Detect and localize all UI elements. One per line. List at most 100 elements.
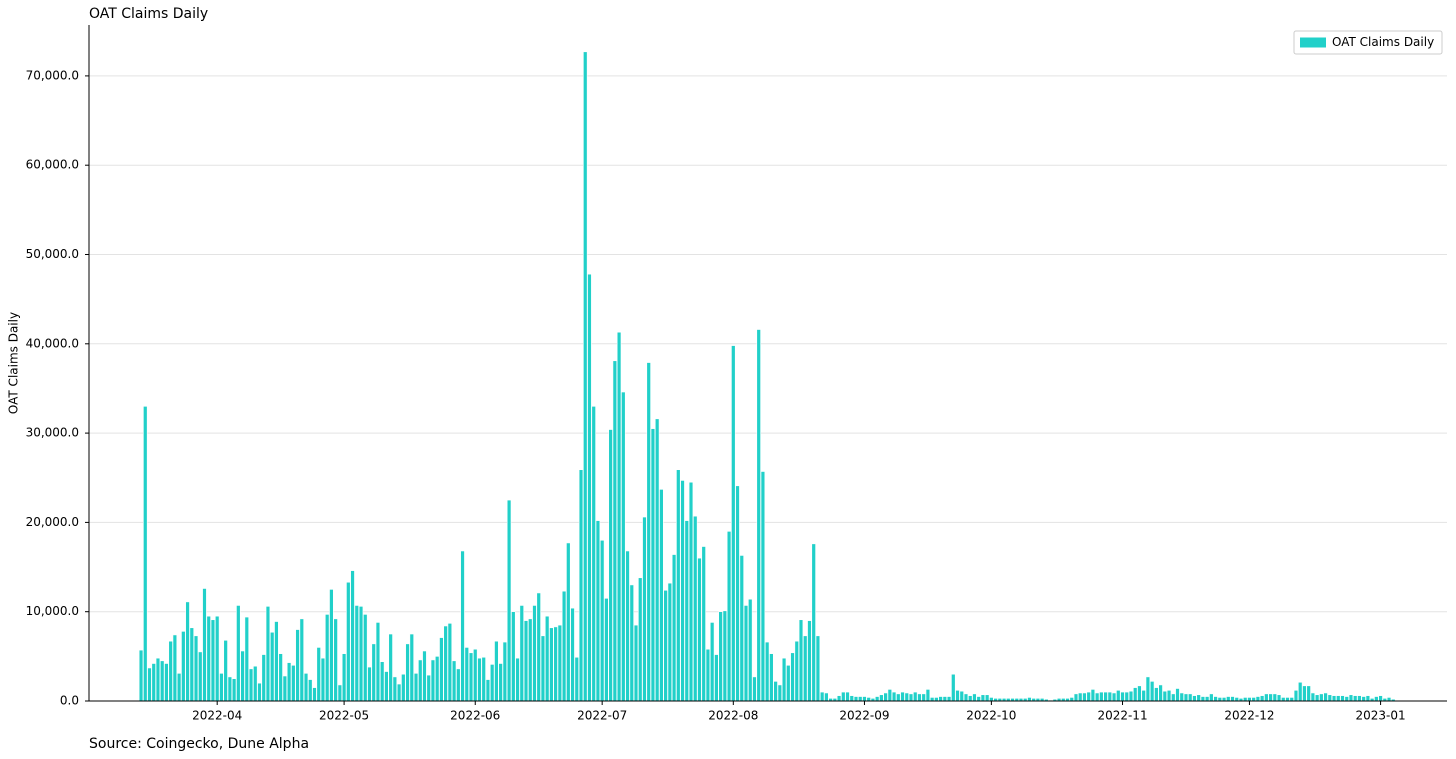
x-tick-label: 2022-11 <box>1097 709 1147 723</box>
bar <box>735 485 740 702</box>
bar <box>1200 696 1206 702</box>
bar <box>214 615 220 702</box>
source-note: Source: Coingecko, Dune Alpha <box>89 736 309 752</box>
bar <box>959 690 964 702</box>
bar <box>1302 685 1307 702</box>
bar <box>629 584 634 702</box>
bar <box>1386 697 1392 702</box>
bar <box>1331 695 1337 702</box>
legend: OAT Claims Daily <box>1293 30 1443 55</box>
bar <box>921 693 926 702</box>
bar <box>426 674 431 702</box>
bar <box>608 429 613 702</box>
bar <box>946 696 952 702</box>
bar <box>189 627 195 702</box>
chart-title: OAT Claims Daily <box>89 6 208 22</box>
bar <box>253 665 258 702</box>
bar <box>511 611 516 702</box>
bar <box>701 546 706 702</box>
bar <box>1221 697 1227 702</box>
bar <box>401 673 406 702</box>
bar <box>578 469 584 702</box>
bar <box>638 577 643 702</box>
bar <box>989 697 994 702</box>
bar <box>845 691 850 702</box>
bar <box>405 643 410 702</box>
grid <box>89 75 1447 613</box>
bar <box>574 656 579 702</box>
bar <box>752 676 757 702</box>
bar <box>198 651 203 702</box>
bar <box>540 635 546 702</box>
bar <box>502 641 508 702</box>
bar <box>468 652 474 702</box>
bar <box>1319 693 1324 702</box>
bar <box>185 601 190 702</box>
bar <box>451 660 457 702</box>
bar <box>654 418 660 702</box>
bar <box>506 499 512 702</box>
bar <box>917 693 922 702</box>
bar <box>1361 696 1366 702</box>
bars <box>138 51 1396 702</box>
bar <box>900 691 905 702</box>
bar <box>726 531 732 702</box>
bar <box>908 693 914 702</box>
bar <box>1243 697 1248 702</box>
bar <box>354 605 359 702</box>
bar <box>1175 688 1180 702</box>
bar <box>291 664 296 702</box>
bar <box>371 643 376 702</box>
bar <box>536 592 541 702</box>
bar <box>172 634 178 702</box>
bar <box>913 691 918 702</box>
x-tick-label: 2022-05 <box>319 709 369 723</box>
bar <box>925 689 931 702</box>
bar <box>269 631 275 702</box>
bar <box>883 692 888 702</box>
bar <box>316 647 321 702</box>
bar <box>367 666 372 702</box>
bar <box>942 696 948 702</box>
bar <box>807 620 812 702</box>
bar <box>951 673 956 702</box>
bar <box>392 676 398 702</box>
bar <box>972 693 977 702</box>
bar <box>984 694 990 702</box>
bar <box>781 657 787 702</box>
bar <box>866 697 871 702</box>
bar <box>1247 697 1252 702</box>
x-tick-label: 2022-12 <box>1224 709 1274 723</box>
bar <box>143 406 148 702</box>
bar <box>671 554 677 702</box>
bar <box>1082 692 1087 702</box>
bar <box>798 619 804 702</box>
bar <box>1154 687 1159 702</box>
bar <box>379 661 385 702</box>
bar <box>1348 694 1354 702</box>
bar <box>1336 695 1341 702</box>
bar <box>1069 697 1074 702</box>
bar <box>206 615 211 702</box>
bar <box>278 653 283 702</box>
bar <box>790 652 795 702</box>
bar <box>760 471 766 702</box>
bar <box>748 598 753 702</box>
bar <box>887 689 893 702</box>
y-tick-label: 70,000.0 <box>26 68 79 82</box>
bar <box>286 662 292 702</box>
bar <box>481 656 486 702</box>
legend-box <box>1293 30 1443 55</box>
bar <box>879 694 884 702</box>
bar <box>1234 697 1239 702</box>
bar <box>646 362 651 702</box>
bar <box>257 682 262 702</box>
bar <box>544 615 550 702</box>
bar <box>1116 689 1121 702</box>
bar <box>1196 694 1201 702</box>
bar <box>1327 694 1333 702</box>
bar <box>1107 691 1113 702</box>
bar <box>667 582 673 702</box>
bar <box>248 668 254 702</box>
x-tick-label: 2022-06 <box>450 709 500 723</box>
